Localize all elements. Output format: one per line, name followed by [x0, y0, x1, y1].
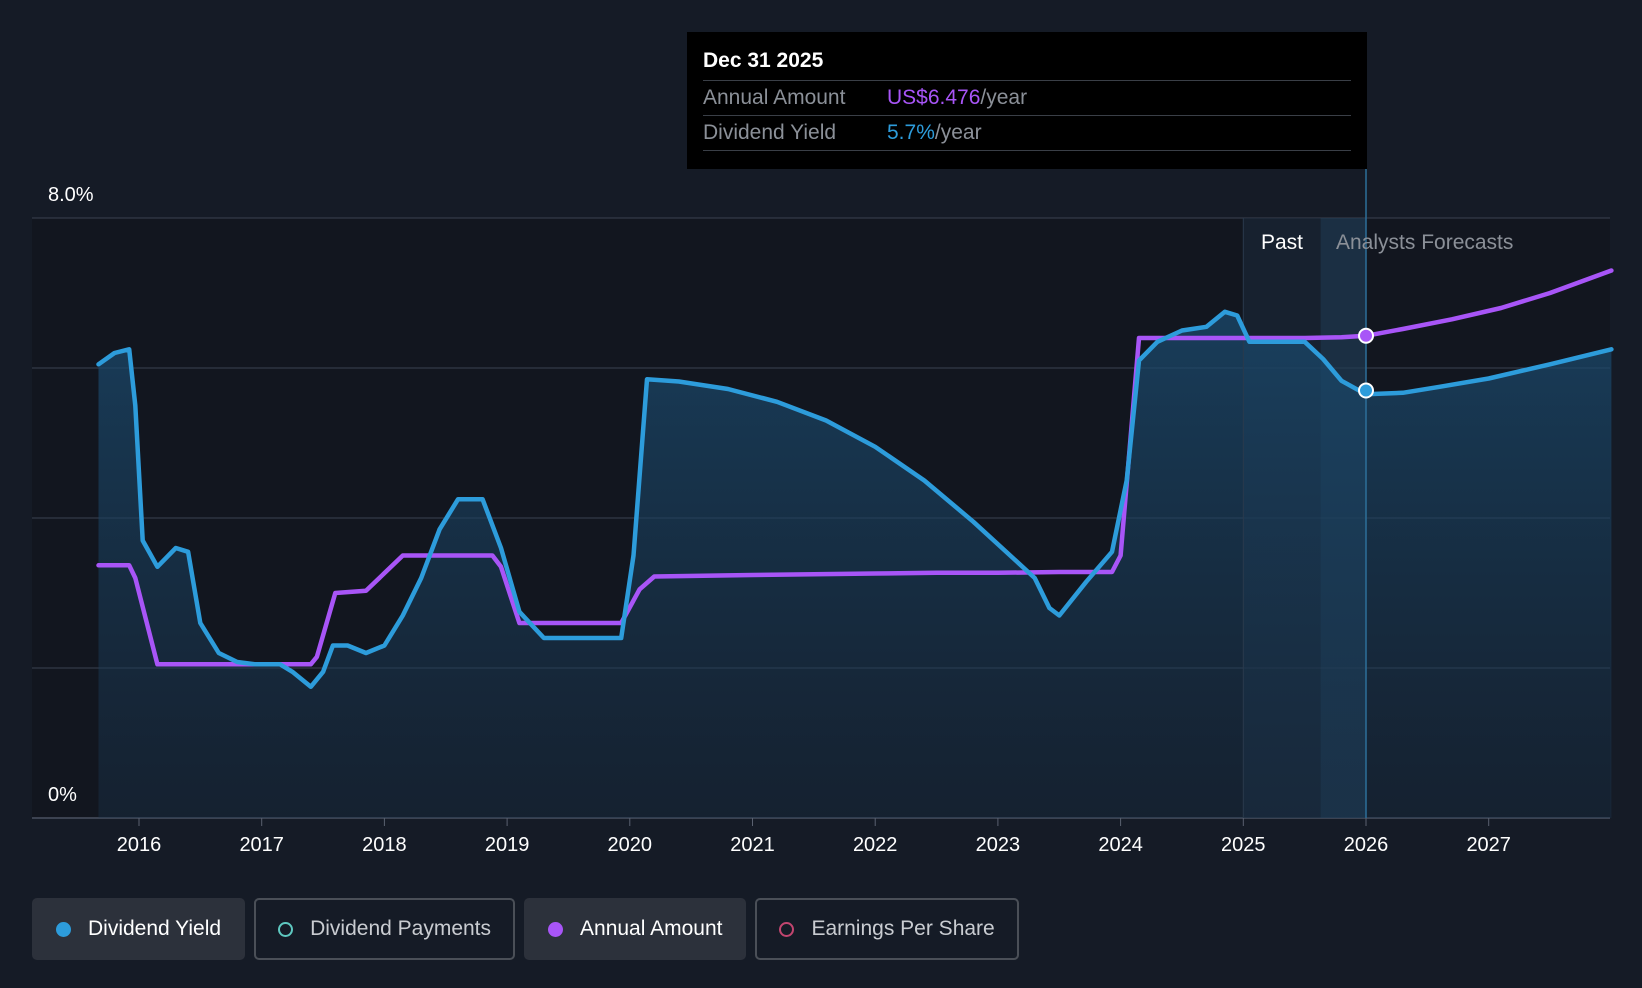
hover-tooltip: Dec 31 2025 Annual Amount US$6.476/year …: [687, 32, 1367, 169]
legend-annual-amount[interactable]: Annual Amount: [524, 898, 747, 960]
y-tick-label: 0%: [48, 784, 77, 806]
legend-dividend-payments[interactable]: Dividend Payments: [254, 898, 516, 960]
legend-label: Earnings Per Share: [811, 917, 995, 940]
x-tick-label: 2025: [1221, 834, 1266, 856]
series-lines: [96, 268, 1614, 690]
region-past-label: Past: [1261, 231, 1303, 254]
legend: Dividend Yield Dividend Payments Annual …: [32, 898, 1019, 960]
tooltip-yield-label: Dividend Yield: [703, 121, 837, 144]
x-tick-label: 2027: [1466, 834, 1511, 856]
legend-dot-icon: [548, 921, 564, 937]
annual-highlight-point: [1358, 327, 1374, 344]
legend-label: Dividend Payments: [310, 917, 492, 940]
x-tick-label: 2018: [362, 834, 407, 856]
annual-amount-line: [96, 268, 1614, 667]
yield-highlight-point: [1358, 382, 1374, 399]
legend-earnings-per-share[interactable]: Earnings Per Share: [755, 898, 1019, 960]
y-axis-ticks: 8.0% 0%: [48, 184, 94, 806]
tooltip-yield-value: 5.7%: [887, 121, 935, 144]
tooltip-annual-value: US$6.476: [887, 86, 981, 109]
x-tick-label: 2016: [117, 834, 162, 856]
legend-dividend-yield[interactable]: Dividend Yield: [32, 898, 246, 960]
x-tick-label: 2026: [1344, 834, 1389, 856]
legend-ring-icon: [278, 921, 294, 937]
region-forecast-label: Analysts Forecasts: [1336, 231, 1513, 254]
x-tick-label: 2023: [976, 834, 1021, 856]
highlight-markers: [1358, 327, 1374, 399]
tooltip-date: Dec 31 2025: [703, 46, 1351, 81]
x-tick-label: 2021: [730, 834, 775, 856]
x-tick-label: 2024: [1098, 834, 1143, 856]
x-tick-label: 2020: [608, 834, 653, 856]
y-tick-label: 8.0%: [48, 184, 94, 206]
legend-ring-icon: [779, 921, 795, 937]
legend-dot-icon: [56, 921, 71, 937]
x-tick-label: 2019: [485, 834, 530, 856]
x-tick-label: 2017: [239, 834, 284, 856]
dividend-yield-line: [96, 309, 1614, 690]
legend-label: Annual Amount: [580, 917, 723, 940]
tooltip-yield-row: Dividend Yield 5.7%/year: [703, 116, 1351, 151]
x-tick-label: 2022: [853, 834, 898, 856]
x-axis-ticks: 2016 2017 2018 2019 2020 2021 2022 2023 2024 2025…: [117, 818, 1511, 856]
area-fills: [98, 168, 1612, 818]
tooltip-annual-row: Annual Amount US$6.476/year: [703, 81, 1351, 116]
tooltip-yield-unit: /year: [934, 121, 982, 144]
legend-label: Dividend Yield: [88, 917, 222, 940]
yield-area: [98, 311, 1612, 818]
tooltip-annual-unit: /year: [980, 86, 1028, 109]
tooltip-annual-label: Annual Amount: [703, 86, 846, 109]
